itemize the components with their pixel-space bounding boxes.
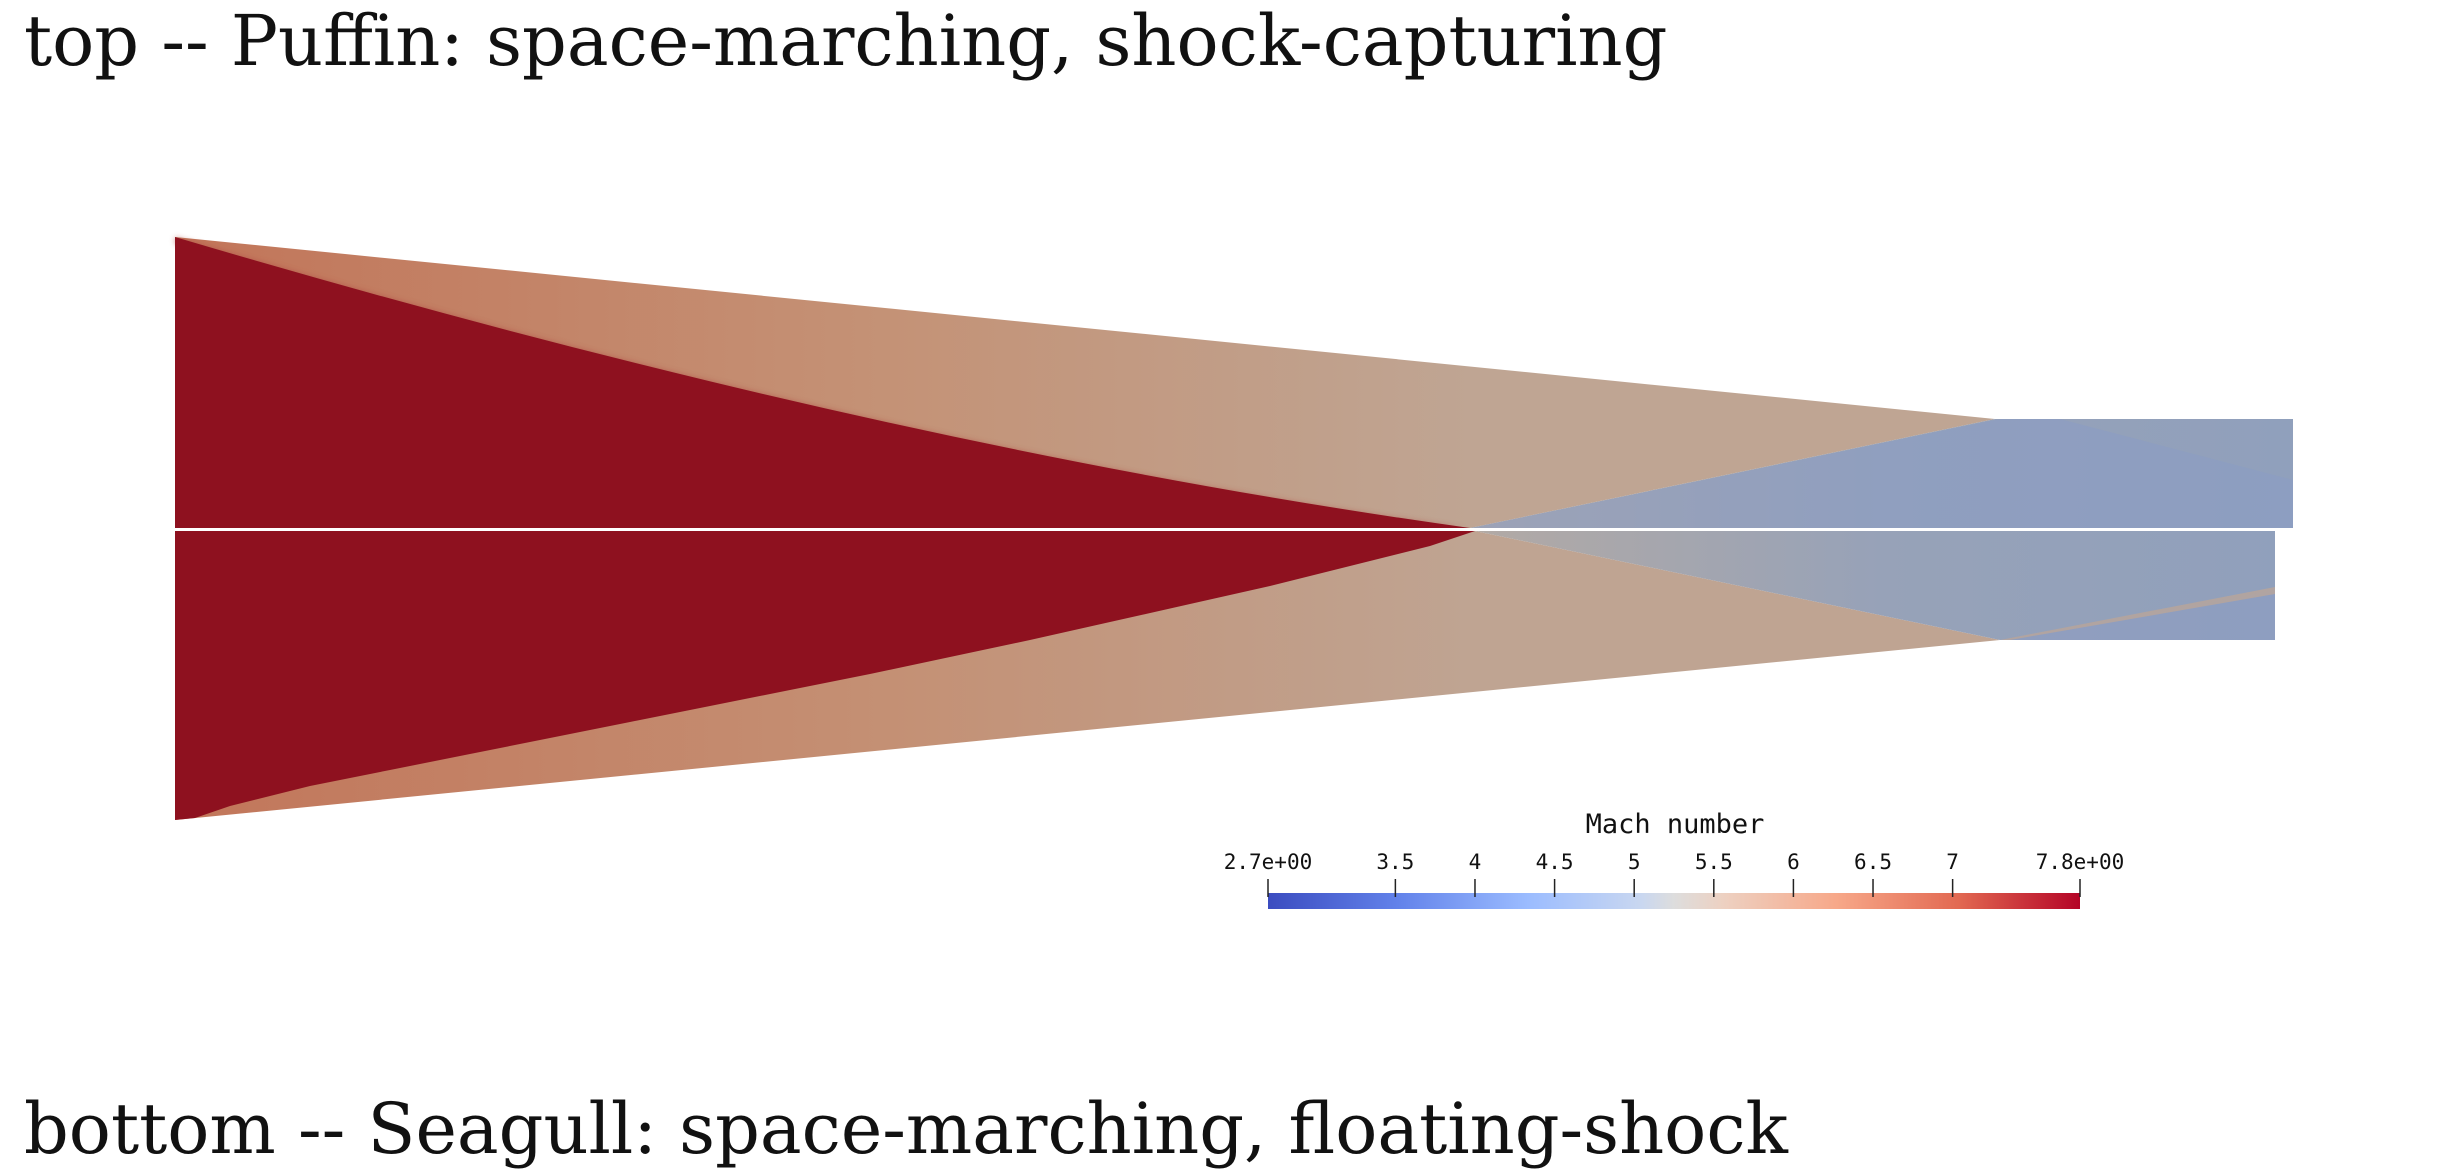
colorbar-tick-label: 4 xyxy=(1469,850,1482,874)
colorbar-tick-label: 7 xyxy=(1946,850,1959,874)
colorbar-tick-label: 7.8e+00 xyxy=(2036,850,2125,874)
colorbar-tick-label: 4.5 xyxy=(1536,850,1574,874)
colorbar-title: Mach number xyxy=(1586,809,1765,840)
seagull-solution-field xyxy=(175,531,2275,820)
colorbar-tick-label: 3.5 xyxy=(1376,850,1414,874)
bottom-caption: bottom -- Seagull: space-marching, float… xyxy=(24,1094,1788,1164)
colorbar-tick-label: 5 xyxy=(1628,850,1641,874)
colorbar-tick-label: 6.5 xyxy=(1854,850,1892,874)
colorbar-tick-label: 6 xyxy=(1787,850,1800,874)
colorbar-gradient xyxy=(1268,893,2080,909)
colorbar-ticks: 2.7e+00 3.5 4 4.5 5 5.5 6 6.5 7 7.8e+00 xyxy=(1224,850,2125,897)
colorbar-tick-label: 2.7e+00 xyxy=(1224,850,1313,874)
colorbar: Mach number 2.7e+00 3.5 4 4.5 5 5.5 6 6.5 7 7.8e+… xyxy=(1224,809,2125,909)
puffin-solution-field xyxy=(175,237,2293,528)
colorbar-tick-label: 5.5 xyxy=(1695,850,1733,874)
